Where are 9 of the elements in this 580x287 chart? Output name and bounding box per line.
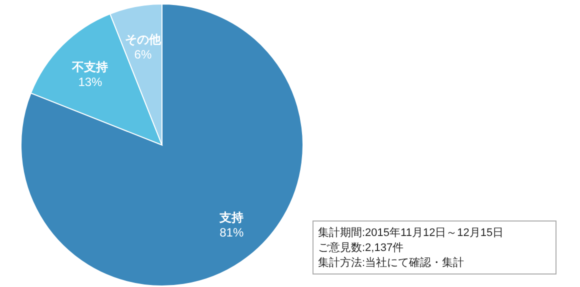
data-label: 81% <box>220 225 244 240</box>
text: 集計方法:当社にて確認・集計 <box>318 256 464 269</box>
slice-label: その他 <box>124 32 162 46</box>
text: 集計期間:2015年11月12日～12月15日 <box>318 226 504 239</box>
data-label: 13% <box>78 75 103 90</box>
data-label: 6% <box>134 47 152 62</box>
slice-label: 不支持 <box>71 60 108 74</box>
text: ご意見数:2,137件 <box>318 241 404 254</box>
slice-label: 支持 <box>218 210 244 224</box>
